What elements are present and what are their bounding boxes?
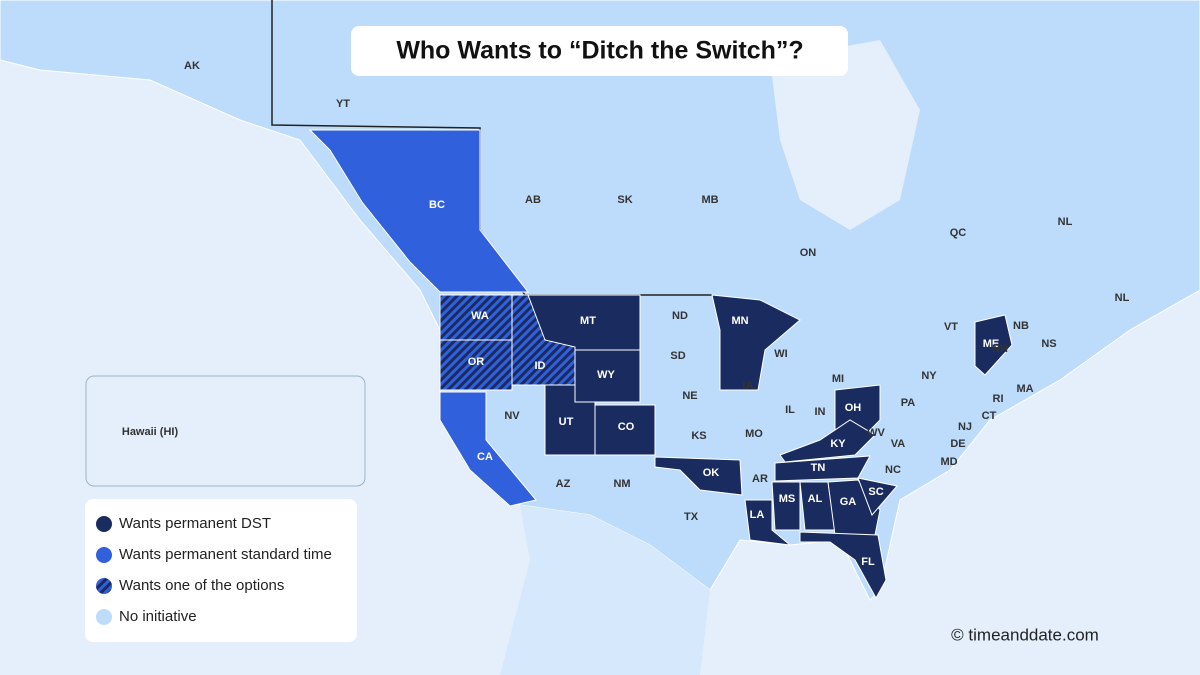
region-shape: [974, 314, 1013, 376]
region-shape: [594, 404, 656, 456]
legend-label: Wants permanent standard time: [119, 546, 332, 563]
region-label: MO: [745, 428, 763, 440]
region-label: QC: [950, 227, 967, 239]
region-shape: [439, 339, 513, 391]
region-label: MA: [1016, 383, 1033, 395]
inset-box: [85, 375, 366, 487]
region-label: AZ: [556, 478, 571, 490]
legend-label: Wants one of the options: [119, 577, 284, 594]
region-shape: [799, 531, 887, 600]
region-label: DE: [950, 438, 965, 450]
region-label: ID: [535, 360, 546, 372]
region-label: CA: [477, 451, 493, 463]
region-label: WA: [471, 310, 489, 322]
region-label: NC: [885, 464, 901, 476]
region-label: AB: [525, 194, 541, 206]
region-label: MB: [701, 194, 718, 206]
region-label: WY: [597, 369, 615, 381]
region-label: MN: [731, 315, 748, 327]
region-label: NL: [1115, 292, 1130, 304]
region-label: ME: [983, 338, 1000, 350]
region-label: IA: [743, 380, 754, 392]
region-label: VA: [891, 438, 906, 450]
region-label: OR: [468, 356, 485, 368]
credit: © timeanddate.com: [951, 625, 1099, 644]
region-label: OH: [845, 402, 862, 414]
region-label: NV: [504, 410, 520, 422]
region-label: AL: [808, 493, 823, 505]
region-label: MS: [779, 493, 796, 505]
region-label: KS: [691, 430, 706, 442]
region-label: NS: [1041, 338, 1056, 350]
region-label: MT: [580, 315, 596, 327]
title-box: [351, 26, 848, 76]
region-label: CO: [618, 421, 635, 433]
region-shape: [771, 481, 801, 531]
inset-label: Hawaii (HI): [122, 426, 179, 438]
region-label: IL: [785, 404, 795, 416]
region-label: TX: [684, 511, 699, 523]
region-label: MD: [940, 456, 957, 468]
region-label: RI: [993, 393, 1004, 405]
region-label: SK: [617, 194, 632, 206]
legend-label: Wants permanent DST: [119, 515, 271, 532]
region-label: GA: [840, 496, 857, 508]
region-label: AK: [184, 60, 200, 72]
region-label: KY: [830, 438, 846, 450]
region-label: VT: [944, 321, 958, 333]
region-label: WV: [867, 427, 885, 439]
mexico: [500, 505, 710, 675]
region-label: CT: [982, 410, 997, 422]
region-shape: [711, 294, 801, 391]
region-label: FL: [861, 556, 875, 568]
region-shape: [308, 129, 530, 293]
region-label: OK: [703, 467, 720, 479]
region-label: SC: [868, 486, 883, 498]
region-label: ON: [800, 247, 817, 259]
region-label: SD: [670, 350, 685, 362]
region-label: NM: [613, 478, 630, 490]
title: Who Wants to “Ditch the Switch”?: [396, 37, 803, 65]
region-label: UT: [559, 416, 574, 428]
region-label: AR: [752, 473, 768, 485]
region-label: BC: [429, 199, 445, 211]
region-label: WI: [774, 348, 787, 360]
legend-swatch: [96, 578, 112, 594]
region-label: NJ: [958, 421, 972, 433]
region-shape: [857, 477, 898, 516]
region-label: LA: [750, 509, 765, 521]
region-label: MI: [832, 373, 844, 385]
region-label: NL: [1058, 216, 1073, 228]
region-shape: [744, 499, 792, 546]
region-label: IN: [815, 406, 826, 418]
region-shape: [439, 391, 537, 507]
region-label: NY: [921, 370, 937, 382]
region-shape: [511, 294, 576, 386]
region-label: NE: [682, 390, 697, 402]
region-label: NB: [1013, 320, 1029, 332]
legend-swatch: [96, 547, 112, 563]
region-label: NH: [992, 343, 1008, 355]
region-shape: [654, 456, 743, 496]
legend-label: No initiative: [119, 608, 197, 625]
region-label: TN: [811, 462, 826, 474]
region-label: ND: [672, 310, 688, 322]
region-label: YT: [336, 98, 350, 110]
legend-swatch: [96, 516, 112, 532]
region-label: PA: [901, 397, 916, 409]
legend-box: [85, 499, 357, 642]
legend-swatch: [96, 609, 112, 625]
hudson-bay: [770, 40, 920, 230]
